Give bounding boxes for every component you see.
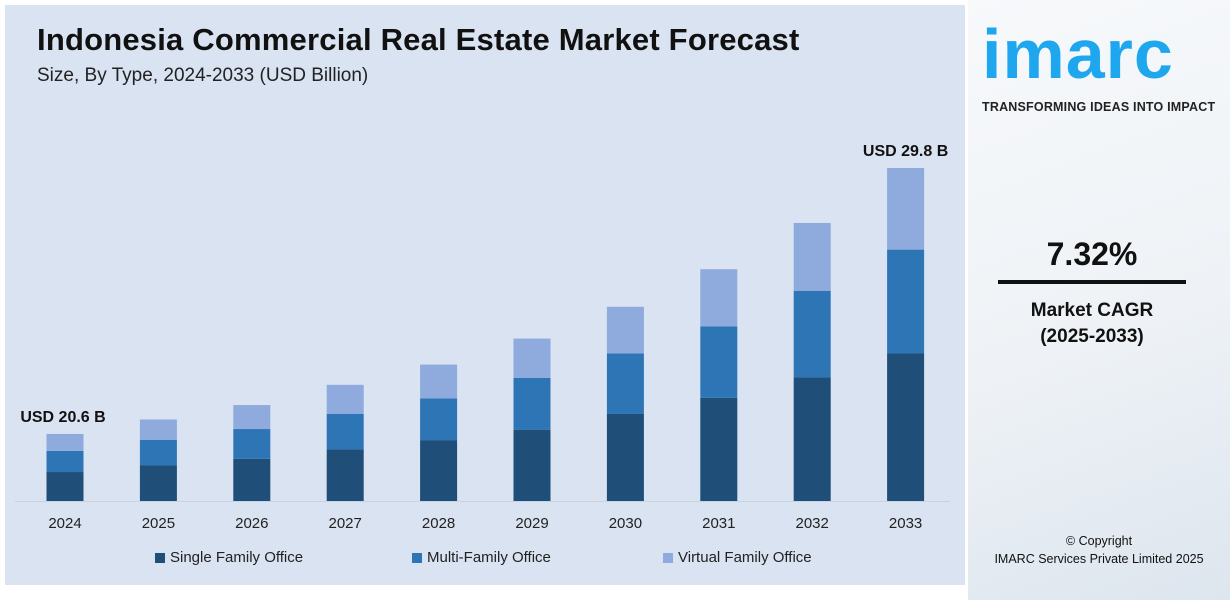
bar-segment-2032-1 <box>793 290 831 378</box>
legend-item-virtual-family-office: Virtual Family Office <box>663 549 812 566</box>
x-tick-label: 2028 <box>422 515 455 532</box>
bar-segment-2033-1 <box>887 249 925 354</box>
data-label-2024: USD 20.6 B <box>20 409 105 426</box>
bar-segment-2026-1 <box>233 429 271 459</box>
x-tick-label: 2030 <box>609 515 642 532</box>
cagr-label-line1: Market CAGR <box>1030 300 1154 321</box>
copyright-text: © Copyright <box>1065 534 1133 548</box>
cagr-value: 7.32% <box>1046 236 1138 272</box>
bar-segment-2030-2 <box>606 306 644 354</box>
bar-segment-2028-2 <box>420 364 458 399</box>
legend-swatch <box>155 552 165 563</box>
bar-segment-2028-1 <box>420 398 458 441</box>
bar-segment-2030-1 <box>606 353 644 414</box>
bar-segment-2027-1 <box>326 413 364 450</box>
x-tick-label: 2027 <box>329 515 362 532</box>
bar-segment-2033-0 <box>887 353 925 501</box>
bar-segment-2025-2 <box>139 419 177 440</box>
legend-label: Single Family Office <box>170 549 304 566</box>
x-tick-label: 2031 <box>702 515 735 532</box>
bar-segment-2033-2 <box>887 168 925 250</box>
bar-segment-2025-1 <box>139 439 177 466</box>
bar-segment-2032-0 <box>793 377 831 501</box>
legend-item-multi-family-office: Multi-Family Office <box>412 549 551 566</box>
bar-segment-2027-2 <box>326 384 364 414</box>
copyright: © Copyright IMARC Services Private Limit… <box>968 532 1230 568</box>
bar-segment-2030-0 <box>606 413 644 501</box>
bar-chart: 2024 2025 2026 2027 2028 2029 2030 2031 2032 2033… <box>15 143 950 532</box>
data-label-2033: USD 29.8 B <box>863 143 948 160</box>
cagr-label-line2: (2025-2033) <box>1040 326 1144 347</box>
legend-label: Virtual Family Office <box>678 549 812 566</box>
bar-segment-2029-2 <box>513 338 551 378</box>
chart-subtitle: Size, By Type, 2024-2033 (USD Billion) <box>37 65 369 86</box>
bar-segment-2024-0 <box>46 472 84 501</box>
bar-segment-2031-1 <box>700 326 738 398</box>
bar-segment-2032-2 <box>793 222 831 291</box>
bar-segment-2025-0 <box>139 465 177 501</box>
bar-segment-2031-0 <box>700 397 738 501</box>
side-panel <box>968 0 1230 600</box>
bar-segment-2029-0 <box>513 429 551 501</box>
x-tick-label: 2033 <box>889 515 922 532</box>
brand-tagline: TRANSFORMING IDEAS INTO IMPACT <box>982 100 1216 114</box>
legend-swatch <box>412 552 422 563</box>
bar-segment-2024-1 <box>46 450 84 473</box>
imarc-logo: imarc <box>982 15 1174 93</box>
x-tick-label: 2025 <box>142 515 175 532</box>
legend-item-single-family-office: Single Family Office <box>155 549 303 566</box>
bar-segment-2028-0 <box>420 440 458 501</box>
bar-segment-2026-2 <box>233 405 271 430</box>
legend-swatch <box>663 552 673 563</box>
chart-title: Indonesia Commercial Real Estate Market … <box>37 22 800 57</box>
bar-segment-2024-2 <box>46 433 84 451</box>
bar-segment-2027-0 <box>326 449 364 501</box>
legend-label: Multi-Family Office <box>427 549 551 566</box>
bar-segment-2029-1 <box>513 377 551 430</box>
cagr-label: Market CAGR (2025-2033) <box>998 298 1186 350</box>
divider <box>998 280 1186 284</box>
company-name: IMARC Services Private Limited 2025 <box>994 552 1204 566</box>
bar-segment-2031-2 <box>700 269 738 327</box>
bar-segment-2026-0 <box>233 458 271 501</box>
x-tick-label: 2026 <box>235 515 268 532</box>
x-tick-label: 2032 <box>796 515 829 532</box>
x-tick-label: 2029 <box>515 515 548 532</box>
x-tick-label: 2024 <box>48 515 81 532</box>
